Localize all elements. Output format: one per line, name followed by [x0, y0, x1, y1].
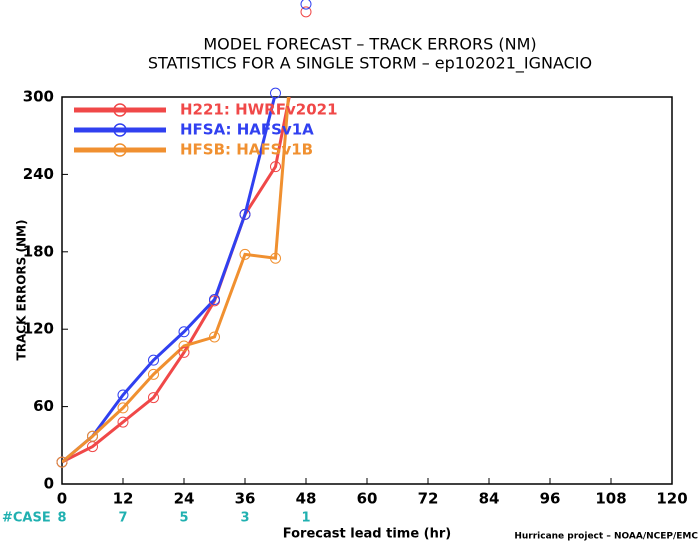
- x-tick-label: 96: [540, 490, 561, 508]
- plot-frame: [61, 96, 673, 485]
- legend-marker: [113, 143, 127, 157]
- point: [239, 208, 251, 220]
- y-axis-label: TRACK ERRORS (NM): [15, 220, 29, 361]
- point: [148, 354, 159, 366]
- case-label: #CASE: [2, 511, 51, 526]
- chart-title: MODEL FORECAST – TRACK ERRORS (NM): [203, 35, 536, 54]
- y-tick-label: 300: [23, 88, 54, 106]
- point: [87, 430, 98, 442]
- case-count: 8: [57, 511, 66, 526]
- case-count: 7: [118, 511, 127, 526]
- point: [300, 6, 312, 18]
- y-tick-label: 0: [44, 475, 54, 493]
- legend-label: H221: HWRFv2021: [180, 101, 338, 119]
- legend-label: HFSB: HAFSv1B: [180, 141, 313, 159]
- y-tick-label: 180: [23, 242, 54, 260]
- point: [117, 416, 129, 428]
- x-tick-label: 36: [235, 490, 256, 508]
- case-count: 5: [179, 511, 188, 526]
- point: [300, 0, 312, 10]
- x-tick-label: 0: [57, 490, 67, 508]
- point: [178, 346, 190, 358]
- chart-subtitle: STATISTICS FOR A SINGLE STORM – ep102021…: [148, 54, 592, 74]
- series-line: [62, 97, 291, 464]
- series-line: [62, 97, 277, 464]
- point: [270, 252, 281, 264]
- legend-marker: [113, 103, 127, 117]
- point: [148, 392, 159, 404]
- point: [178, 340, 190, 352]
- series-line: [62, 97, 290, 464]
- footnote: Hurricane project – NOAA/NCEP/EMC: [514, 532, 698, 542]
- point: [209, 331, 220, 343]
- y-tick-label: 240: [23, 165, 54, 183]
- x-tick-label: 24: [174, 490, 195, 508]
- point: [239, 248, 251, 260]
- point: [209, 294, 220, 306]
- point: [270, 161, 281, 173]
- x-tick-label: 108: [595, 490, 626, 508]
- legend-marker: [113, 123, 127, 137]
- x-tick-label: 84: [479, 490, 500, 508]
- x-tick-label: 48: [296, 490, 317, 508]
- lines: [62, 97, 291, 464]
- x-tick-label: 120: [656, 490, 687, 508]
- point: [270, 87, 281, 99]
- case-count: 1: [301, 511, 310, 526]
- point: [148, 368, 159, 380]
- case-count: 3: [240, 511, 249, 526]
- point: [178, 326, 190, 338]
- point: [117, 389, 129, 401]
- x-tick-label: 60: [357, 490, 378, 508]
- x-axis-label: Forecast lead time (hr): [283, 527, 451, 542]
- point: [117, 402, 129, 414]
- point: [56, 456, 68, 468]
- legend-label: HFSA: HAFSv1A: [180, 121, 314, 139]
- y-tick-label: 60: [33, 397, 54, 415]
- y-tick-label: 120: [23, 320, 54, 338]
- x-tick-label: 12: [113, 490, 134, 508]
- x-tick-label: 72: [418, 490, 439, 508]
